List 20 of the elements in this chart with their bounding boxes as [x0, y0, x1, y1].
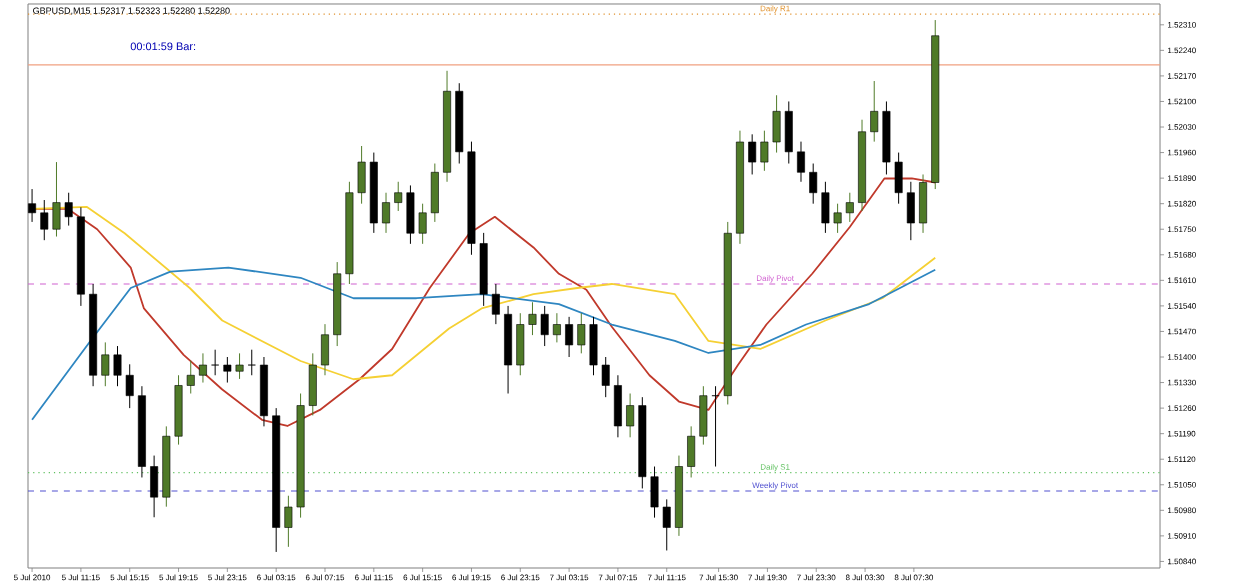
candlestick — [687, 425, 696, 478]
candlestick — [28, 188, 37, 223]
candlestick — [626, 393, 635, 438]
candlestick — [699, 385, 708, 446]
candlestick — [321, 323, 329, 376]
candlestick — [565, 316, 574, 358]
candlestick — [552, 312, 561, 343]
candlestick — [211, 349, 220, 376]
candlestick — [919, 173, 927, 234]
candlestick — [906, 181, 915, 241]
candlestick — [748, 133, 757, 175]
candlestick — [613, 374, 622, 438]
line-series — [31, 266, 937, 421]
candlestick — [198, 352, 207, 384]
candlestick — [430, 163, 439, 223]
candlestick — [797, 141, 805, 183]
candlestick — [150, 455, 159, 518]
candlestick — [491, 283, 500, 325]
candlestick — [247, 349, 256, 376]
candlestick — [382, 192, 390, 234]
